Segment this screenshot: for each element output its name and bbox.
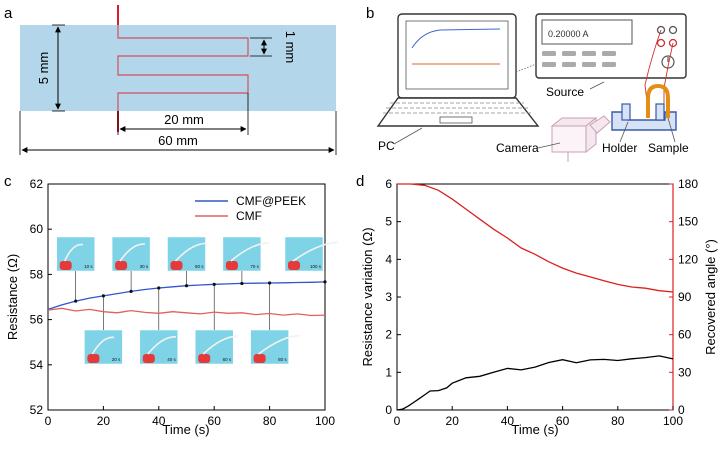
x-tick-label: 80 [611,414,625,428]
series-cmf-peek-marker [268,281,272,285]
x-tick-label: 80 [263,414,277,428]
chart-d-frame [396,183,674,411]
pc-label: PC [378,139,395,153]
source-display: 0.20000 A [548,29,589,39]
inner-label: 20 mm [164,112,204,127]
series-cmf-peek-marker [74,299,78,303]
holder-icon [611,103,677,131]
chart-c-frame [47,183,326,411]
panel-c-label: c [4,173,12,190]
chart-c-ylabel: Resistance (Ω) [5,254,20,340]
series-cmf-peek-marker [212,282,216,286]
y2-tick-label: 120 [678,252,698,266]
y2-tick-label: 30 [678,365,692,379]
inset-photo: 20 s [84,329,123,365]
y2-tick-label: 90 [678,290,692,304]
sample-icon [646,83,670,118]
y2-tick-label: 150 [678,215,698,229]
series-cmf-peek-marker [157,286,161,290]
y-tick-label: 6 [385,177,392,191]
series-cmf-line [47,307,326,317]
inset-time-label: 50 s [195,264,204,269]
chart-c-legend: CMF@PEEK CMF [195,194,306,223]
y2-tick-label: 60 [678,328,692,342]
inset-time-label: 20 s [112,357,121,362]
inset-time-label: 70 s [250,264,259,269]
series-cmf-peek-marker [323,280,327,284]
y2-tick-label: 0 [678,403,685,417]
gap-label: 1 mm [283,31,298,64]
series-cmf-peek-marker [184,284,189,288]
sample-label: Sample [648,141,689,155]
panel-b-label: b [366,5,374,22]
y-tick-label: 5 [385,215,392,229]
y2-tick-label: 180 [678,177,698,191]
series-cmf-peek-marker [101,294,105,298]
inset-photo: 50 s [167,236,208,272]
series-resistance-variation-line [396,355,674,411]
y-tick-label: 60 [30,222,44,236]
width-label: 60 mm [158,133,198,148]
inset-photo: 30 s [111,236,151,272]
source-label: Source [546,85,584,99]
chart-d-ylabel: Resistance variation (Ω) [360,227,375,366]
inset-time-label: 80 s [278,357,287,362]
x-tick-label: 60 [556,414,570,428]
camera-icon [550,115,611,162]
y-tick-label: 56 [30,313,44,327]
panel-c: c 0 20 40 60 80 100 52 54 56 58 60 62 10 s 30 s 50 s 7… [4,173,338,437]
serpentine-trace [117,25,249,111]
source-meter-icon: 0.20000 A [535,13,687,79]
inset-time-label: 40 s [167,357,176,362]
laptop-icon [376,13,540,127]
series-recovered-angle-line [397,183,674,293]
y-tick-label: 2 [385,328,392,342]
inset-photo: 70 s [222,236,270,272]
x-tick-label: 100 [663,414,683,428]
inset-time-label: 60 s [223,357,232,362]
y-tick-label: 62 [30,177,44,191]
height-label: 5 mm [36,52,51,85]
x-tick-label: 20 [97,414,111,428]
series-cmf-peek-marker [240,281,244,286]
legend-cmf-peek: CMF@PEEK [236,194,306,208]
inset-photo: 100 s [284,236,338,272]
panel-a-label: a [4,5,13,22]
y-tick-label: 0 [385,403,392,417]
panel-d-label: d [356,173,364,190]
panel-b: b 0.20000 A [366,5,689,162]
y-tick-label: 3 [385,290,392,304]
x-tick-label: 20 [446,414,460,428]
y-tick-label: 1 [385,365,392,379]
inset-photo: 10 s [56,236,95,272]
y-tick-label: 54 [30,358,44,372]
inset-time-label: 100 s [310,264,322,269]
y-tick-label: 58 [30,267,44,281]
legend-cmf: CMF [236,209,262,223]
chart-d-y2label: Recovered angle (°) [703,239,718,355]
series-cmf-peek-marker [129,289,133,293]
inset-photo: 80 s [250,329,301,365]
inset-photo: 60 s [194,329,239,365]
panel-a: a 5 mm 1 mm 20 mm 60 mm [4,5,337,155]
chart-d-xlabel: Time (s) [511,422,558,437]
x-tick-label: 0 [45,414,52,428]
x-tick-label: 0 [394,414,401,428]
x-tick-label: 100 [315,414,335,428]
x-tick-label: 40 [501,414,515,428]
x-tick-label: 40 [152,414,166,428]
inset-time-label: 10 s [84,264,93,269]
inset-photo: 40 s [139,329,179,365]
substrate-rect [20,25,336,111]
y-tick-label: 4 [385,252,392,266]
camera-label: Camera [496,141,539,155]
holder-label: Holder [602,141,637,155]
inset-time-label: 30 s [140,264,149,269]
chart-c-xlabel: Time (s) [162,422,209,437]
x-tick-label: 60 [208,414,222,428]
y-tick-label: 52 [30,403,44,417]
